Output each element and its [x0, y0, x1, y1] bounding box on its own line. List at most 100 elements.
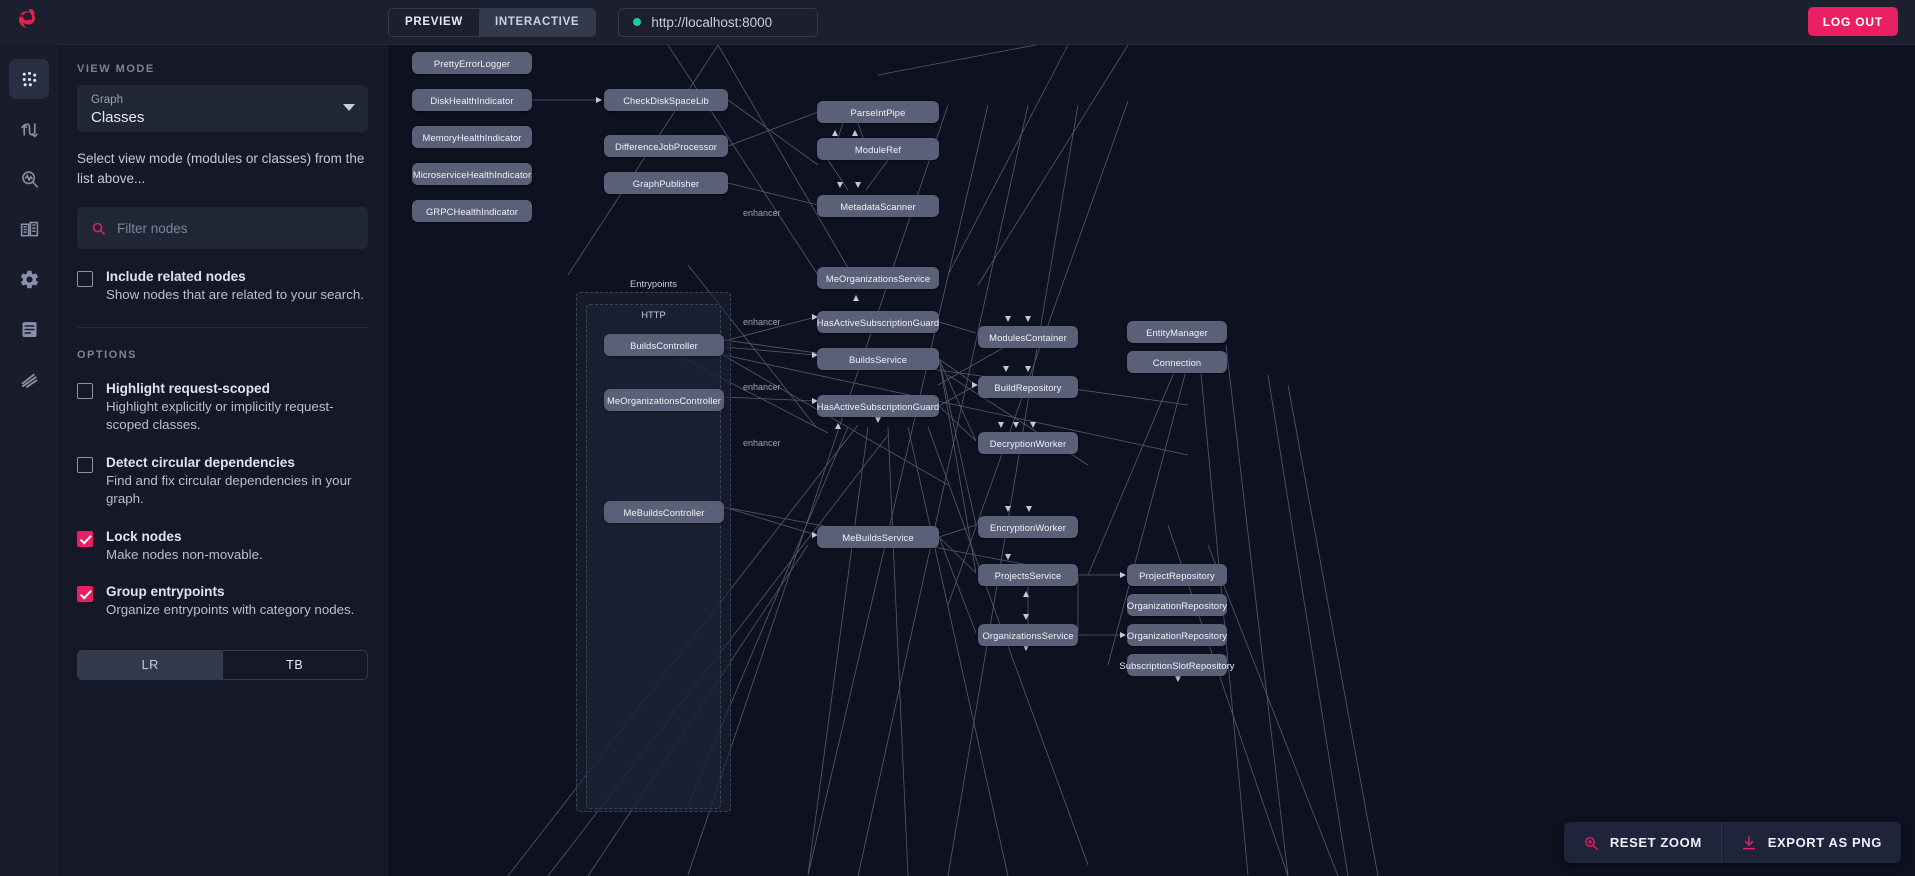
group-entrypoints-checkbox[interactable]: [77, 586, 93, 602]
download-icon: [1742, 835, 1755, 849]
export-png-button[interactable]: EXPORT AS PNG: [1720, 822, 1901, 863]
filter-nodes-input[interactable]: [117, 220, 354, 236]
graph-node[interactable]: ProjectRepository: [1127, 564, 1227, 586]
graph-node[interactable]: OrganizationsService: [978, 624, 1078, 646]
detect-circular-desc: Find and fix circular dependencies in yo…: [106, 472, 352, 507]
reset-zoom-button[interactable]: RESET ZOOM: [1564, 822, 1721, 863]
graph-node[interactable]: ModulesContainer: [978, 326, 1078, 348]
graph-node[interactable]: BuildRepository: [978, 376, 1078, 398]
graph-edges: [507, 45, 1379, 876]
graph-node[interactable]: Connection: [1127, 351, 1227, 373]
graph-node[interactable]: EntityManager: [1127, 321, 1227, 343]
tab-preview[interactable]: PREVIEW: [389, 9, 479, 36]
graph-node[interactable]: GraphPublisher: [604, 172, 728, 194]
lock-nodes-checkbox[interactable]: [77, 530, 93, 547]
graph-mode-select[interactable]: Graph Classes: [77, 85, 368, 132]
highlight-request-scoped-title: Highlight request-scoped: [106, 380, 270, 396]
option-detect-circular[interactable]: Detect circular dependencies Find and fi…: [77, 454, 368, 509]
zoom-reset-icon: [1584, 836, 1598, 850]
rail-item-report[interactable]: [9, 309, 49, 349]
graph-node[interactable]: ParseIntPipe: [817, 101, 939, 123]
rail-item-modules[interactable]: [9, 209, 49, 249]
highlight-request-scoped-desc: Highlight explicitly or implicitly reque…: [106, 398, 334, 433]
highlight-request-scoped-checkbox[interactable]: [77, 382, 93, 399]
graph-node[interactable]: MetadataScanner: [817, 195, 939, 217]
reset-zoom-label: RESET ZOOM: [1609, 835, 1702, 850]
analyze-search-icon: [21, 170, 38, 188]
graph-node[interactable]: GRPCHealthIndicator: [412, 200, 532, 222]
graph-node[interactable]: CheckDiskSpaceLib: [604, 89, 728, 111]
graph-node[interactable]: SubscriptionSlotRepository: [1119, 654, 1234, 676]
rail-item-settings[interactable]: [9, 259, 49, 299]
graph-node[interactable]: BuildsService: [817, 348, 939, 370]
layers-stack-icon: [21, 373, 37, 388]
logout-button[interactable]: LOG OUT: [1807, 7, 1898, 36]
edge-label: enhancer: [743, 438, 781, 448]
include-related-desc: Show nodes that are related to your sear…: [106, 287, 364, 302]
graph-node[interactable]: DecryptionWorker: [978, 432, 1078, 454]
group-entrypoints-desc: Organize entrypoints with category nodes…: [106, 602, 355, 617]
url-pill[interactable]: http://localhost:8000: [618, 7, 819, 37]
include-related-checkbox[interactable]: [77, 271, 93, 287]
chevron-down-icon[interactable]: [343, 104, 355, 111]
icon-rail: [0, 45, 58, 876]
entrypoint-group-title: HTTP: [641, 309, 666, 320]
graph-node[interactable]: DifferenceJobProcessor: [604, 135, 728, 157]
graph-node[interactable]: MicroserviceHealthIndicator: [412, 163, 532, 185]
graph-node[interactable]: MeOrganizationsService: [817, 267, 939, 289]
graph-node[interactable]: MeBuildsService: [817, 526, 939, 548]
options-heading: OPTIONS: [77, 348, 138, 361]
filter-nodes-field[interactable]: [77, 207, 368, 249]
connection-status-dot-icon: [633, 18, 642, 26]
option-lock-nodes[interactable]: Lock nodes Make nodes non-movable.: [77, 528, 368, 565]
graph-node[interactable]: BuildsController: [604, 334, 724, 356]
graph-node[interactable]: MeBuildsController: [604, 501, 724, 523]
option-include-related[interactable]: Include related nodes Show nodes that ar…: [77, 268, 368, 305]
graph-mode-select-label: Graph: [91, 94, 123, 106]
graph-node[interactable]: OrganizationRepository: [1127, 594, 1227, 616]
graph-node[interactable]: OrganizationRepository: [1127, 624, 1227, 646]
direction-tb-button[interactable]: TB: [223, 651, 368, 679]
option-group-entrypoints[interactable]: Group entrypoints Organize entrypoints w…: [77, 583, 368, 620]
graph-node[interactable]: DiskHealthIndicator: [412, 89, 532, 111]
graph-mode-select-value: Classes: [91, 109, 145, 126]
direction-lr-button[interactable]: LR: [78, 650, 223, 679]
graph-node[interactable]: ModuleRef: [817, 138, 939, 160]
include-related-title: Include related nodes: [106, 269, 246, 284]
url-text: http://localhost:8000: [651, 14, 773, 30]
route-flow-icon: [20, 122, 38, 138]
option-highlight-request-scoped[interactable]: Highlight request-scoped Highlight expli…: [77, 380, 368, 435]
tab-interactive[interactable]: INTERACTIVE: [478, 8, 596, 36]
edge-label: enhancer: [743, 382, 781, 392]
graph-node[interactable]: HasActiveSubscriptionGuard: [817, 311, 939, 333]
edge-label: enhancer: [743, 208, 781, 218]
top-bar: PREVIEW INTERACTIVE http://localhost:800…: [0, 0, 1915, 45]
rail-item-routes[interactable]: [9, 109, 49, 149]
graph-node[interactable]: ProjectsService: [978, 564, 1078, 586]
graph-node[interactable]: HasActiveSubscriptionGuard: [817, 395, 939, 417]
graph-node[interactable]: EncryptionWorker: [978, 516, 1078, 538]
rail-item-layers[interactable]: [9, 359, 49, 399]
rail-item-graph[interactable]: [9, 59, 49, 99]
edge-label: enhancer: [743, 317, 781, 327]
view-mode-heading: VIEW MODE: [77, 63, 155, 75]
brand-zone: [0, 0, 58, 45]
graph-nodes-icon: [22, 71, 36, 86]
sidebar-panel: VIEW MODE Graph Classes Select view mode…: [58, 45, 388, 876]
group-entrypoints-title: Group entrypoints: [106, 584, 225, 599]
graph-canvas[interactable]: Entrypoints HTTP PrettyErrorLogger DiskHea…: [388, 45, 1915, 876]
graph-node[interactable]: PrettyErrorLogger: [412, 52, 532, 74]
document-icon: [22, 321, 36, 337]
layout-direction-toggle[interactable]: LR TB: [77, 649, 368, 680]
rail-item-analyze[interactable]: [9, 159, 49, 199]
search-icon: [92, 222, 105, 235]
body: VIEW MODE Graph Classes Select view mode…: [0, 45, 1915, 876]
graph-node[interactable]: MeOrganizationsController: [604, 389, 724, 411]
detect-circular-checkbox[interactable]: [77, 456, 93, 473]
view-mode-toggle[interactable]: PREVIEW INTERACTIVE: [388, 7, 597, 37]
gear-icon: [20, 270, 38, 288]
graph-node[interactable]: MemoryHealthIndicator: [412, 126, 532, 148]
lock-nodes-title: Lock nodes: [106, 528, 182, 544]
entrypoint-group-title: Entrypoints: [630, 278, 677, 289]
